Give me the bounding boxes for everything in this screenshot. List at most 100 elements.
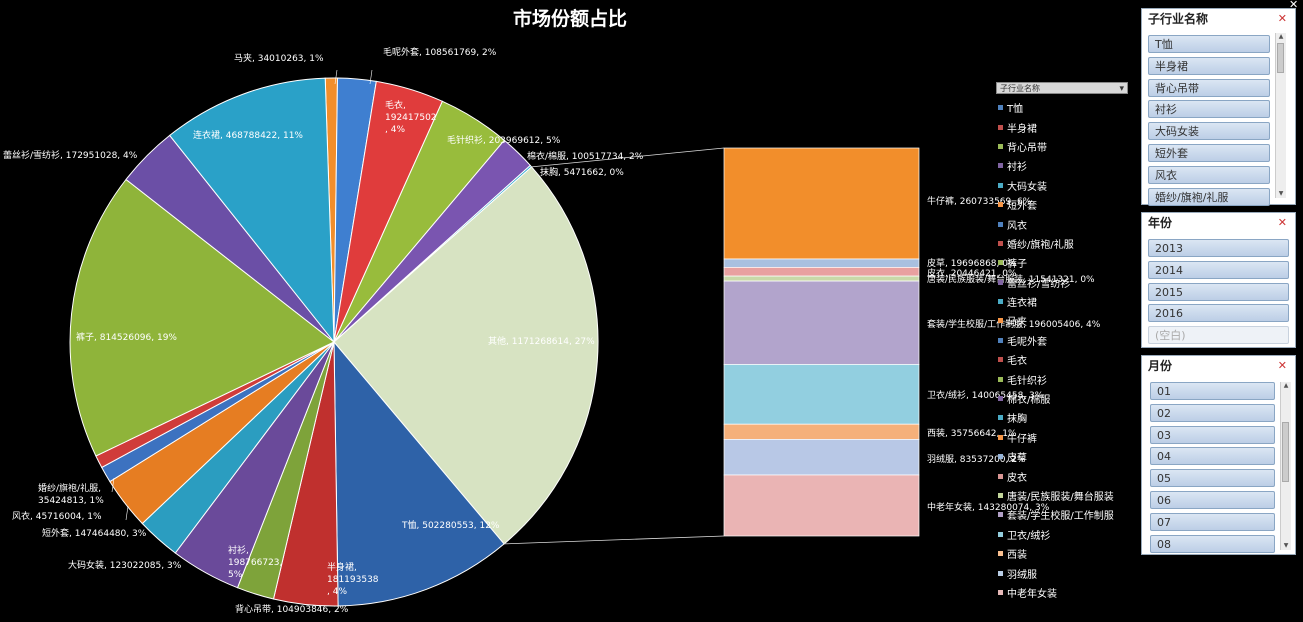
bar-segment-7 xyxy=(723,439,920,476)
legend-item: 毛针织衫 xyxy=(998,369,1138,388)
legend-item: 短外套 xyxy=(998,195,1138,214)
slicer-item[interactable]: 06 xyxy=(1150,491,1275,509)
legend-label: 衬衫 xyxy=(1007,162,1027,174)
bar-data-label-2: 皮衣, 20446421, 0% xyxy=(927,267,1017,279)
filter-icon[interactable]: ▾ xyxy=(1119,84,1124,94)
legend-swatch xyxy=(998,124,1003,130)
bar-data-label-3: 唐装/民族服装/舞台服装, 11541321, 0% xyxy=(927,273,1095,285)
slicer-item[interactable]: 背心吊带 xyxy=(1148,78,1270,97)
legend-label: 卫衣/绒衫 xyxy=(1007,530,1051,542)
slicer-item[interactable]: 2015 xyxy=(1148,282,1289,301)
scroll-thumb[interactable] xyxy=(1277,43,1284,73)
legend-label: 婚纱/旗袍/礼服 xyxy=(1007,239,1074,251)
legend: T恤 半身裙 背心吊带 衬衫 大码女装 短外套 风衣 婚纱/旗袍/礼服 裤子 蕾丝衫/雪纺衫 连衣裙… xyxy=(998,98,1138,602)
clear-filter-icon[interactable]: ✕ xyxy=(1277,12,1287,25)
slicer-item[interactable]: 2014 xyxy=(1148,260,1289,279)
legend-item: T恤 xyxy=(998,98,1138,117)
legend-label: 短外套 xyxy=(1007,201,1037,213)
legend-item: 棉衣/棉服 xyxy=(998,389,1138,408)
scroll-up-icon[interactable]: ▲ xyxy=(1283,382,1289,389)
leader-line xyxy=(125,505,129,521)
pie-data-label-10: 衬衫, 198766723, 5% xyxy=(228,544,282,580)
legend-swatch xyxy=(998,318,1003,324)
legend-swatch xyxy=(998,279,1003,285)
slicer-month-scrollbar[interactable]: ▲ ▼ xyxy=(1280,382,1291,550)
legend-item: 马夹 xyxy=(998,311,1138,330)
slicer-month-header: 月份 ✕ xyxy=(1142,356,1295,376)
legend-item: 牛仔裤 xyxy=(998,428,1138,447)
pie-slices xyxy=(69,77,599,607)
legend-swatch xyxy=(998,240,1003,246)
legend-item: 婚纱/旗袍/礼服 xyxy=(998,234,1138,253)
bar-segment-4 xyxy=(723,280,920,365)
slicer-industry-scrollbar[interactable]: ▲ ▼ xyxy=(1275,33,1286,198)
legend-swatch xyxy=(998,473,1003,479)
legend-item: 大码女装 xyxy=(998,176,1138,195)
connector-top xyxy=(531,147,725,168)
slicer-item[interactable]: T恤 xyxy=(1148,35,1270,53)
slicer-item[interactable]: 2013 xyxy=(1148,239,1289,257)
pie-slice-7 xyxy=(333,340,505,607)
legend-label: 毛呢外套 xyxy=(1007,336,1047,348)
slicer-item[interactable]: 风衣 xyxy=(1148,165,1270,184)
scroll-up-icon[interactable]: ▲ xyxy=(1278,33,1284,40)
slicer-item[interactable]: 2016 xyxy=(1148,304,1289,323)
slicer-item[interactable]: 05 xyxy=(1150,469,1275,488)
legend-item: 套装/学生校服/工作制服 xyxy=(998,505,1138,524)
slicer-item[interactable]: 衬衫 xyxy=(1148,100,1270,119)
legend-label: 裤子 xyxy=(1007,259,1027,271)
leader-line xyxy=(369,69,373,85)
legend-item: 皮草 xyxy=(998,447,1138,466)
slicer-industry: 子行业名称 ✕ T恤半身裙背心吊带衬衫大码女装短外套风衣婚纱/旗袍/礼服 ▲ ▼ xyxy=(1141,8,1296,206)
legend-swatch xyxy=(998,163,1003,169)
pie-data-label-6: 其他, 1171268614, 27% xyxy=(488,335,595,347)
slicer-item[interactable]: 婚纱/旗袍/礼服 xyxy=(1148,187,1270,206)
legend-swatch xyxy=(998,202,1003,208)
slicer-item[interactable]: 短外套 xyxy=(1148,144,1270,162)
legend-field-button[interactable]: 子行业名称 ▾ xyxy=(996,82,1128,94)
close-icon[interactable]: ✕ xyxy=(1289,0,1299,11)
slicer-item[interactable]: 02 xyxy=(1150,403,1275,422)
legend-label: 羽绒服 xyxy=(1007,569,1037,581)
slicer-item[interactable]: 大码女装 xyxy=(1148,122,1270,141)
slicer-item[interactable]: 08 xyxy=(1150,534,1275,553)
scroll-down-icon[interactable]: ▼ xyxy=(1278,190,1284,197)
slicer-item[interactable]: 半身裙 xyxy=(1148,56,1270,75)
legend-item: 羽绒服 xyxy=(998,563,1138,582)
pie-data-label-16: 蕾丝衫/雪纺衫, 172951028, 4% xyxy=(3,149,138,161)
pie-data-label-1: 毛呢外套, 108561769, 2% xyxy=(383,46,497,58)
connector-bottom xyxy=(504,535,725,545)
pie-slice-6 xyxy=(333,166,599,545)
slicer-item[interactable]: 01 xyxy=(1150,382,1275,400)
legend-item: 衬衫 xyxy=(998,156,1138,175)
slicer-item-empty[interactable]: (空白) xyxy=(1148,326,1289,345)
slicer-item[interactable]: 07 xyxy=(1150,512,1275,531)
pie-data-label-17: 连衣裙, 468788422, 11% xyxy=(193,129,303,141)
slicer-industry-title: 子行业名称 xyxy=(1148,12,1209,26)
legend-swatch xyxy=(998,260,1003,266)
legend-label: 西装 xyxy=(1007,550,1027,562)
slicer-month-title: 月份 xyxy=(1148,359,1173,373)
slicer-item[interactable]: 03 xyxy=(1150,425,1275,444)
legend-label: 唐装/民族服装/舞台服装 xyxy=(1007,492,1114,503)
legend-item: 西装 xyxy=(998,544,1138,563)
legend-field-label: 子行业名称 xyxy=(1000,84,1040,93)
legend-swatch xyxy=(998,376,1003,382)
slicer-item[interactable]: 04 xyxy=(1150,447,1275,466)
clear-filter-icon[interactable]: ✕ xyxy=(1277,216,1287,229)
scroll-thumb[interactable] xyxy=(1282,422,1289,482)
legend-item: 蕾丝衫/雪纺衫 xyxy=(998,273,1138,292)
connector-lines xyxy=(504,147,725,545)
data-labels: 马夹, 34010263, 1% 毛呢外套, 108561769, 2% 毛衣, 19… xyxy=(3,46,1101,615)
legend-swatch xyxy=(998,357,1003,363)
scroll-down-icon[interactable]: ▼ xyxy=(1283,542,1289,549)
legend-item: 卫衣/绒衫 xyxy=(998,525,1138,544)
legend-label: 大码女装 xyxy=(1007,181,1047,193)
legend-swatch xyxy=(998,512,1003,518)
clear-filter-icon[interactable]: ✕ xyxy=(1277,359,1287,372)
legend-item: 毛衣 xyxy=(998,350,1138,369)
legend-swatch xyxy=(998,493,1003,498)
legend-item: 裤子 xyxy=(998,253,1138,272)
legend-item: 唐装/民族服装/舞台服装 xyxy=(998,486,1138,505)
